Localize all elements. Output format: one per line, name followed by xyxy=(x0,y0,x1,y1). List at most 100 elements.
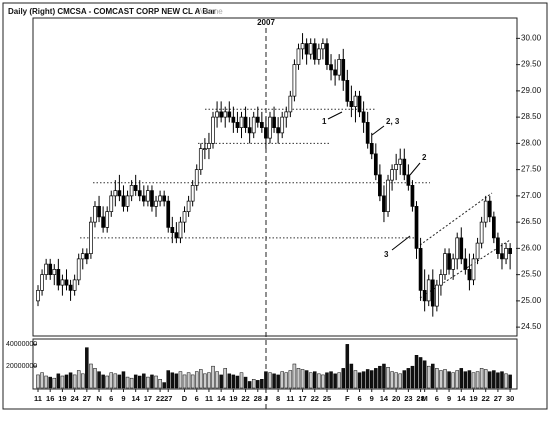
volume-bar xyxy=(325,372,329,389)
y-tick-label: 25.50 xyxy=(521,270,542,279)
y-tick-label: 30.00 xyxy=(521,33,542,42)
volume-bar xyxy=(504,373,508,389)
volume-bar xyxy=(40,372,44,389)
annotation: 2 xyxy=(422,153,427,162)
volume-bar xyxy=(76,370,81,389)
candle-body xyxy=(72,279,77,291)
candle-body xyxy=(467,269,472,281)
x-tick-label: 14 xyxy=(457,394,466,403)
candle-body xyxy=(243,116,248,128)
volume-bar xyxy=(60,375,65,389)
candle-body xyxy=(109,195,114,212)
x-tick-label: 22 xyxy=(241,394,249,403)
x-tick-label: M xyxy=(422,394,428,403)
volume-bar xyxy=(162,382,166,389)
y-tick-label: 29.50 xyxy=(521,60,542,69)
volume-bar xyxy=(317,373,321,389)
candle-body xyxy=(353,95,358,107)
candle-body xyxy=(430,279,435,307)
candle-body xyxy=(312,43,317,60)
candle-body xyxy=(406,174,411,186)
x-tick-label: 19 xyxy=(469,394,477,403)
candle-body xyxy=(174,232,179,239)
volume-bar xyxy=(146,376,150,389)
volume-bar xyxy=(288,370,293,389)
volume-bar xyxy=(199,369,203,389)
volume-bar xyxy=(479,368,484,389)
volume-bar xyxy=(369,370,374,389)
candle-body xyxy=(186,200,191,212)
volume-bar xyxy=(85,347,89,389)
volume-tick-label: 20000000 xyxy=(6,363,37,370)
candle-body xyxy=(284,111,289,118)
x-tick-label: 17 xyxy=(144,394,152,403)
volume-bar xyxy=(243,376,248,389)
candle-body xyxy=(398,158,403,165)
volume-bar xyxy=(97,371,101,389)
x-tick-label: 6 xyxy=(109,394,113,403)
x-tick-label: 28 xyxy=(416,394,424,403)
volume-bar xyxy=(113,373,118,389)
volume-panel xyxy=(32,338,518,390)
candle-body xyxy=(235,122,240,128)
volume-bar xyxy=(256,380,260,389)
volume-bar xyxy=(414,355,419,389)
volume-bar xyxy=(166,370,170,389)
volume-bar xyxy=(321,374,325,389)
candle-body xyxy=(410,185,415,207)
y-tick-label: 26.50 xyxy=(521,217,542,226)
candle-body xyxy=(292,64,297,97)
volume-bar xyxy=(154,375,158,389)
volume-bar xyxy=(117,374,122,389)
x-tick-label: 14 xyxy=(217,394,226,403)
candle-body xyxy=(251,116,256,134)
volume-legend: Volume xyxy=(196,7,223,16)
volume-bar xyxy=(459,368,464,389)
candle-body xyxy=(255,116,260,123)
volume-bar xyxy=(121,371,126,389)
x-tick-label: 27 xyxy=(83,394,91,403)
candle-body xyxy=(439,274,443,286)
volume-bar xyxy=(398,373,402,389)
volume-bar xyxy=(341,368,345,389)
volume-bar xyxy=(251,379,256,389)
candle-body xyxy=(215,111,219,118)
candle-body xyxy=(223,111,228,118)
volume-bar xyxy=(431,363,435,389)
volume-bar xyxy=(426,365,431,389)
candle-body xyxy=(198,148,203,170)
candle-body xyxy=(471,258,476,281)
volume-bar xyxy=(300,369,305,389)
candle-body xyxy=(491,216,496,239)
candle-body xyxy=(48,263,53,275)
volume-bar xyxy=(182,374,187,389)
candle-body xyxy=(260,122,264,128)
candle-body xyxy=(435,284,439,307)
candle-body xyxy=(321,43,325,50)
candle-body xyxy=(365,122,370,144)
volume-bar xyxy=(451,372,455,389)
volume-bar xyxy=(48,376,52,389)
volume-bar xyxy=(239,372,244,389)
volume-bar xyxy=(190,374,195,389)
volume-bar xyxy=(101,374,105,389)
candle-body xyxy=(121,195,126,207)
volume-bar xyxy=(219,374,223,389)
volume-bar xyxy=(68,372,73,389)
candle-body xyxy=(64,279,69,286)
candle-body xyxy=(414,206,419,249)
volume-bar xyxy=(443,369,447,389)
x-tick-label: 22 xyxy=(156,394,164,403)
volume-bar xyxy=(313,371,317,389)
volume-bar xyxy=(81,373,85,389)
x-tick-label: 14 xyxy=(132,394,141,403)
volume-bar xyxy=(142,373,146,389)
x-tick-label: 9 xyxy=(121,394,125,403)
candle-body xyxy=(105,211,110,228)
x-tick-label: 14 xyxy=(380,394,389,403)
candle-body xyxy=(402,158,407,176)
x-tick-label: N xyxy=(96,394,101,403)
x-tick-label: 27 xyxy=(164,394,172,403)
y-tick-label: 25.00 xyxy=(521,296,542,305)
